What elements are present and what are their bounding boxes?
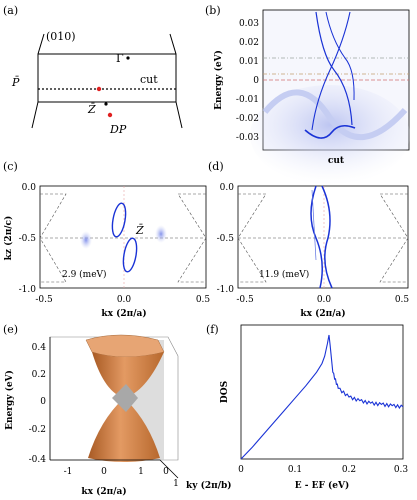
d-xtick: -0.5	[236, 295, 254, 305]
f-xtick: 0	[238, 465, 244, 475]
c-z-bar-label: Z̄	[135, 224, 144, 237]
c-bulk-pocket-right	[155, 225, 167, 243]
b-ytick: 0	[253, 76, 259, 86]
e-xlabel: kx (2π/a)	[81, 486, 126, 497]
e-ztick: 0.2	[32, 370, 46, 380]
z-bar-label: Z̄	[87, 103, 96, 116]
c-xlabel: kx (2π/a)	[101, 308, 146, 319]
d-energy-label: 11.9 (meV)	[259, 269, 309, 280]
b-ytick: -0.03	[236, 133, 259, 143]
cut-label: cut	[140, 73, 158, 86]
f-xtick: 0.3	[394, 465, 409, 475]
d-xtick: 0.0	[317, 295, 332, 305]
c-ytick: -0.5	[19, 234, 37, 244]
brillouin-zone-left-edge	[31, 33, 45, 129]
d-ytick: -1.0	[217, 285, 235, 295]
b-xlabel: cut	[328, 156, 345, 166]
e-ztick: 0.4	[32, 343, 47, 353]
e-ytick: 0	[163, 467, 169, 477]
b-ytick: -0.02	[236, 114, 259, 124]
dirac-point-marker-lower	[107, 112, 113, 118]
e-cone-crossing	[112, 384, 138, 412]
d-ytick: -0.5	[217, 234, 235, 244]
panel-label-c: (c)	[3, 160, 18, 173]
c-bz-right	[177, 193, 207, 283]
dp-label: DP	[109, 123, 127, 136]
dirac-point-marker-upper	[96, 86, 102, 92]
c-ytick: -1.0	[19, 285, 37, 295]
gamma-point	[126, 56, 130, 60]
panel-label-f: (f)	[206, 323, 219, 336]
c-xtick: 0.0	[117, 295, 132, 305]
gamma-bar-label: Γ̄	[116, 52, 124, 65]
b-ylabel: Energy (eV)	[213, 50, 224, 110]
d-xlabel: kx (2π/a)	[300, 308, 345, 319]
e-upper-cone	[92, 352, 164, 398]
d-plot-frame	[237, 185, 409, 289]
panel-c: (c) Z̄ 2.9 (meV) 0.0 -0.5 -1.0 -0.5 0.0 …	[3, 160, 210, 319]
surface-band-3	[311, 11, 351, 131]
panel-d: (d) 11.9 (meV) 0.0 -0.5 -1.0 -0.5 0.0 0.…	[208, 160, 409, 319]
surface-band-1	[315, 11, 353, 126]
c-energy-label: 2.9 (meV)	[62, 269, 107, 280]
f-ylabel: DOS	[220, 381, 230, 403]
c-xtick: -0.5	[35, 295, 53, 305]
d-fermi-arc-right	[321, 185, 333, 289]
e-ztick: 0	[40, 397, 46, 407]
e-ztick: -0.4	[29, 455, 47, 465]
brillouin-zone-right-edge	[169, 33, 183, 129]
p-bar-label: P̄	[11, 76, 20, 89]
d-bz-right	[379, 193, 409, 283]
b-ytick: 0.01	[239, 57, 259, 67]
e-ylabel: Energy (eV)	[4, 370, 15, 430]
facet-label: (010)	[46, 30, 76, 43]
panel-label-b: (b)	[205, 4, 221, 17]
c-bulk-pocket-left	[80, 231, 92, 249]
e-xtick: 1	[138, 467, 144, 477]
f-xlabel: E - EF (eV)	[295, 480, 349, 491]
f-plot-frame	[240, 324, 404, 460]
b-ytick: -0.01	[236, 95, 259, 105]
d-fermi-arc-left	[310, 185, 323, 289]
f-xtick: 0.1	[288, 465, 302, 475]
panel-a: (a) (010) Γ̄ P̄ cut Z̄ DP	[3, 4, 183, 136]
e-ylabel2: ky (2π/b)	[186, 480, 232, 491]
e-xtick: -1	[64, 467, 73, 477]
panel-label-e: (e)	[3, 323, 18, 336]
c-ylabel: kz (2π/c)	[3, 216, 14, 261]
d-ytick: 0.0	[220, 183, 235, 193]
e-xtick: 0	[101, 467, 107, 477]
panel-b: (b) 0.03 0.02 0.01 0 -0.01 -0.02 -0.03 E…	[205, 4, 410, 185]
e-floor-axes	[50, 459, 179, 479]
bulk-band-shade	[262, 89, 408, 141]
panel-label-d: (d)	[208, 160, 224, 173]
e-ztick: -0.2	[29, 425, 46, 435]
f-xticks: 0 0.1 0.2 0.3	[238, 465, 408, 475]
z-point	[104, 102, 108, 106]
c-fermi-loop-upper	[111, 202, 127, 238]
panel-f: (f) 0 0.1 0.2 0.3 DOS E - EF (eV)	[206, 323, 408, 491]
surface-band-2	[325, 11, 355, 101]
e-ytick: 1	[173, 479, 179, 489]
e-lower-cone	[88, 398, 160, 462]
b-ytick: 0.02	[239, 38, 259, 48]
c-fermi-loop-lower	[122, 237, 138, 273]
dos-curve	[240, 334, 404, 460]
panel-label-a: (a)	[3, 4, 18, 17]
surface-band-bottom	[304, 124, 356, 139]
b-yticks: 0.03 0.02 0.01 0 -0.01 -0.02 -0.03	[236, 19, 259, 143]
c-ytick: 0.0	[22, 183, 37, 193]
panel-e: (e) 0.4 0.2 0 -0.2 -0.4 -1 0 1 0 1 Energ…	[3, 323, 232, 497]
d-xtick: 0.5	[395, 295, 410, 305]
c-xtick: 0.5	[196, 295, 211, 305]
f-xtick: 0.2	[342, 465, 356, 475]
d-fermi-arc-inner	[311, 189, 317, 261]
b-ytick: 0.03	[239, 19, 259, 29]
